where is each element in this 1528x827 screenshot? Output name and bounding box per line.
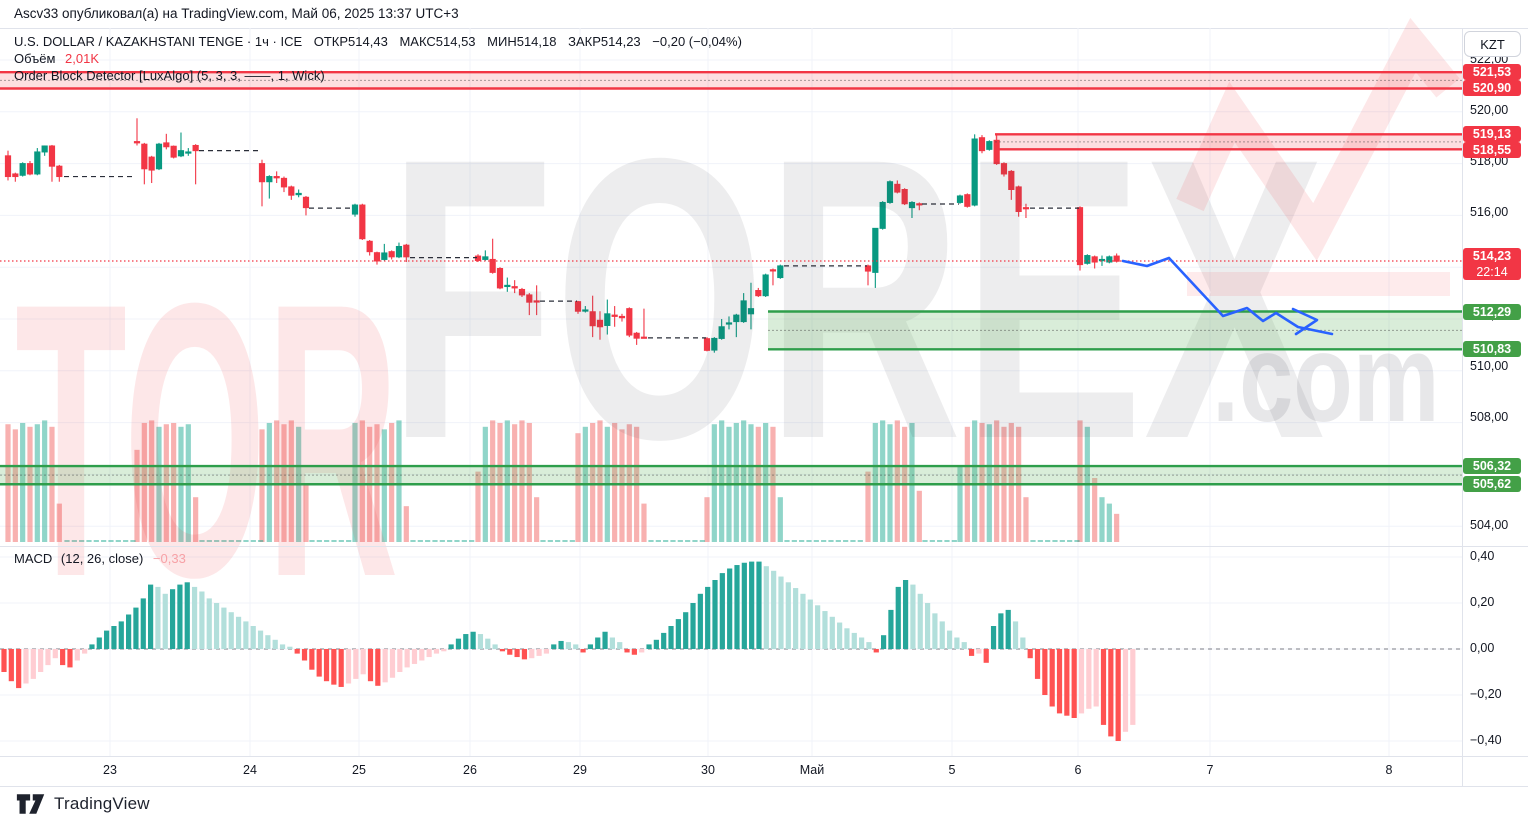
time-axis-label: 29 (573, 763, 587, 777)
svg-text:TOR: TOR (15, 222, 399, 658)
time-axis-label: 23 (103, 763, 117, 777)
macd-params: (12, 26, close) (60, 551, 144, 566)
level-price-label: 512,29 (1463, 304, 1521, 320)
price-axis-tick: −0,40 (1470, 733, 1502, 747)
macd-histogram (0, 561, 1462, 741)
time-axis-label: 7 (1206, 763, 1214, 777)
low-value: МИН514,18 (487, 34, 557, 49)
footer-divider (0, 786, 1528, 787)
price-axis-tick: 516,00 (1470, 205, 1509, 219)
time-axis-label: 24 (243, 763, 257, 777)
time-axis-divider (0, 756, 1528, 757)
open-value: ОТКР514,43 (313, 34, 388, 49)
pane-divider[interactable] (0, 546, 1528, 547)
time-axis-label: 5 (948, 763, 956, 777)
close-value: ЗАКР514,23 (568, 34, 641, 49)
level-price-label: 520,90 (1463, 80, 1521, 96)
publication-info-bar: Ascv33 опубликовал(а) на TradingView.com… (0, 0, 1528, 28)
publication-info-text: Ascv33 опубликовал(а) на TradingView.com… (14, 6, 459, 21)
order-block-zones (0, 70, 1462, 486)
change-value: −0,20 (−0,04%) (652, 34, 742, 49)
time-axis-label: 25 (352, 763, 366, 777)
candles (4, 118, 1120, 353)
tradingview-logo-text: TradingView (54, 794, 150, 813)
time-axis-label: 6 (1074, 763, 1082, 777)
volume-row[interactable]: Объём 2,01K (14, 50, 742, 67)
volume-label: Объём (14, 51, 56, 66)
price-axis-tick: −0,20 (1470, 687, 1502, 701)
indicator-row[interactable]: Order Block Detector [LuxAlgo] (5, 3, 3,… (14, 67, 742, 84)
forecast-arrow-drawing[interactable] (1121, 256, 1334, 336)
level-price-label: 505,62 (1463, 476, 1521, 492)
level-price-label: 521,53 (1463, 64, 1521, 80)
separator-dot: · (272, 34, 277, 49)
time-axis-label: 30 (701, 763, 715, 777)
footer-branding[interactable]: TradingView (16, 793, 150, 815)
macd-value: −0,33 (152, 551, 186, 566)
symbol-row[interactable]: U.S. DOLLAR / KAZAKHSTANI TENGE · 1ч · I… (14, 33, 742, 50)
separator-dot: · (246, 34, 252, 49)
exchange-name: ICE (280, 34, 303, 49)
price-axis-tick: 520,00 (1470, 103, 1509, 117)
price-axis-tick: 510,00 (1470, 359, 1509, 373)
level-price-label: 506,32 (1463, 458, 1521, 474)
symbol-name: U.S. DOLLAR / KAZAKHSTANI TENGE (14, 34, 244, 49)
price-axis-tick: 0,00 (1470, 641, 1495, 655)
indicator-title: Order Block Detector [LuxAlgo] (5, 3, 3,… (14, 68, 325, 83)
currency-toggle-button[interactable]: KZT (1464, 31, 1521, 57)
currency-label: KZT (1480, 36, 1505, 52)
level-price-label: 510,83 (1463, 341, 1521, 357)
price-axis-tick: 504,00 (1470, 518, 1509, 532)
level-price-label: 518,55 (1463, 142, 1521, 158)
time-axis-label: 26 (463, 763, 477, 777)
price-axis-tick: 0,40 (1470, 549, 1495, 563)
price-axis-tick: 508,00 (1470, 410, 1509, 424)
current-price-label: 514,23 22:14 (1463, 248, 1521, 280)
macd-legend-row[interactable]: MACD (12, 26, close) −0,33 (14, 551, 186, 566)
time-axis-label: 8 (1385, 763, 1393, 777)
time-axis-label: Май (799, 763, 825, 777)
volume-value: 2,01K (65, 51, 100, 66)
macd-label: MACD (14, 551, 53, 566)
price-scale-border (1462, 28, 1463, 786)
interval-value: 1ч (254, 34, 269, 49)
level-price-label: 519,13 (1463, 126, 1521, 142)
chart-legend: U.S. DOLLAR / KAZAKHSTANI TENGE · 1ч · I… (14, 33, 742, 84)
tradingview-logo-icon (16, 794, 45, 814)
high-value: МАКС514,53 (399, 34, 476, 49)
price-axis-tick: 0,20 (1470, 595, 1495, 609)
divider (0, 28, 1528, 29)
flat-session-lines (64, 150, 1080, 542)
